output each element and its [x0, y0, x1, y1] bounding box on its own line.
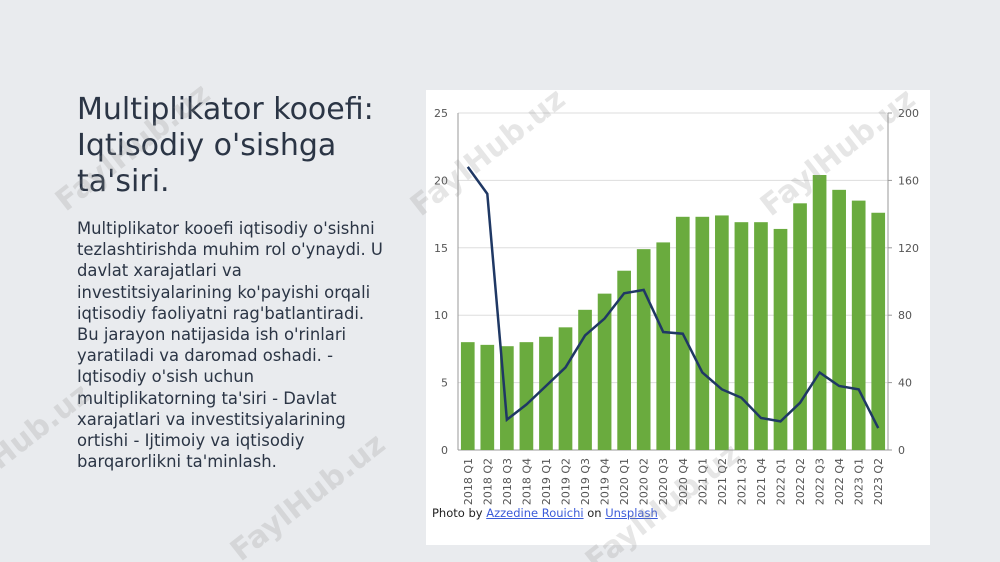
- bar: [773, 228, 788, 450]
- x-tick-label: 2022 Q3: [814, 458, 827, 505]
- bar: [460, 342, 475, 450]
- bar: [754, 222, 768, 450]
- y-tick-label: 0: [441, 444, 448, 457]
- bar: [832, 189, 846, 450]
- bar: [539, 336, 553, 450]
- x-tick-label: 2019 Q3: [579, 458, 592, 505]
- x-tick-label: 2021 Q3: [735, 458, 748, 505]
- x-tick-label: 2023 Q1: [853, 458, 866, 505]
- y2-tick-label: 120: [898, 242, 919, 255]
- y-tick-label: 10: [434, 309, 448, 322]
- y2-tick-label: 40: [898, 377, 912, 390]
- bar: [871, 212, 886, 450]
- y-tick-label: 20: [434, 174, 448, 187]
- x-tick-label: 2020 Q3: [657, 458, 670, 505]
- x-tick-label: 2018 Q4: [520, 458, 533, 505]
- bar: [617, 270, 631, 450]
- bar: [519, 342, 534, 450]
- x-tick-label: 2019 Q4: [599, 458, 612, 505]
- x-tick-label: 2022 Q4: [833, 458, 846, 505]
- x-tick-label: 2021 Q4: [755, 458, 768, 505]
- bar: [734, 222, 749, 450]
- bar: [851, 200, 866, 450]
- y2-tick-label: 200: [898, 107, 919, 120]
- x-tick-label: 2022 Q2: [794, 458, 807, 505]
- slide-title: Multiplikator kooefi: Iqtisodiy o'sishga…: [77, 92, 374, 199]
- x-tick-label: 2018 Q3: [501, 458, 514, 505]
- x-tick-label: 2020 Q1: [618, 458, 631, 505]
- site-link[interactable]: Unsplash: [605, 506, 658, 520]
- bar: [695, 216, 710, 450]
- y2-tick-label: 0: [898, 444, 905, 457]
- y-tick-label: 15: [434, 242, 448, 255]
- x-tick-label: 2020 Q4: [677, 458, 690, 505]
- credit-text: on: [587, 506, 602, 520]
- x-tick-label: 2019 Q2: [560, 458, 573, 505]
- bar: [636, 249, 651, 450]
- x-tick-label: 2023 Q2: [872, 458, 885, 505]
- chart: 0 5 10 15 20 25 0 40 80 120 160 200 2018 Q1 2018 Q2 20…: [426, 90, 930, 545]
- photo-credit: Photo by Azzedine Rouichi on Unsplash: [432, 506, 658, 520]
- x-tick-label: 2018 Q1: [462, 458, 475, 505]
- bar: [812, 175, 827, 450]
- bar: [715, 215, 729, 450]
- y-tick-label: 25: [434, 107, 448, 120]
- line: [466, 166, 880, 429]
- x-tick-label: 2021 Q2: [716, 458, 729, 505]
- author-link[interactable]: Azzedine Rouichi: [486, 506, 584, 520]
- y-tick-label: 5: [441, 377, 448, 390]
- bar: [793, 203, 807, 450]
- bar: [558, 327, 573, 450]
- x-tick-label: 2022 Q1: [775, 458, 788, 505]
- x-tick-label: 2020 Q2: [638, 458, 651, 505]
- bar: [656, 242, 671, 450]
- x-tick-label: 2021 Q1: [696, 458, 709, 505]
- x-tick-label: 2018 Q2: [481, 458, 494, 505]
- credit-text: Photo by: [432, 506, 483, 520]
- bar: [480, 344, 495, 450]
- bar: [597, 293, 612, 450]
- y2-tick-label: 80: [898, 309, 912, 322]
- y2-tick-label: 160: [898, 174, 919, 187]
- bar: [578, 309, 592, 450]
- slide-body: Multiplikator kooefi iqtisodiy o'sishni …: [77, 219, 383, 472]
- x-tick-label: 2019 Q1: [540, 458, 553, 505]
